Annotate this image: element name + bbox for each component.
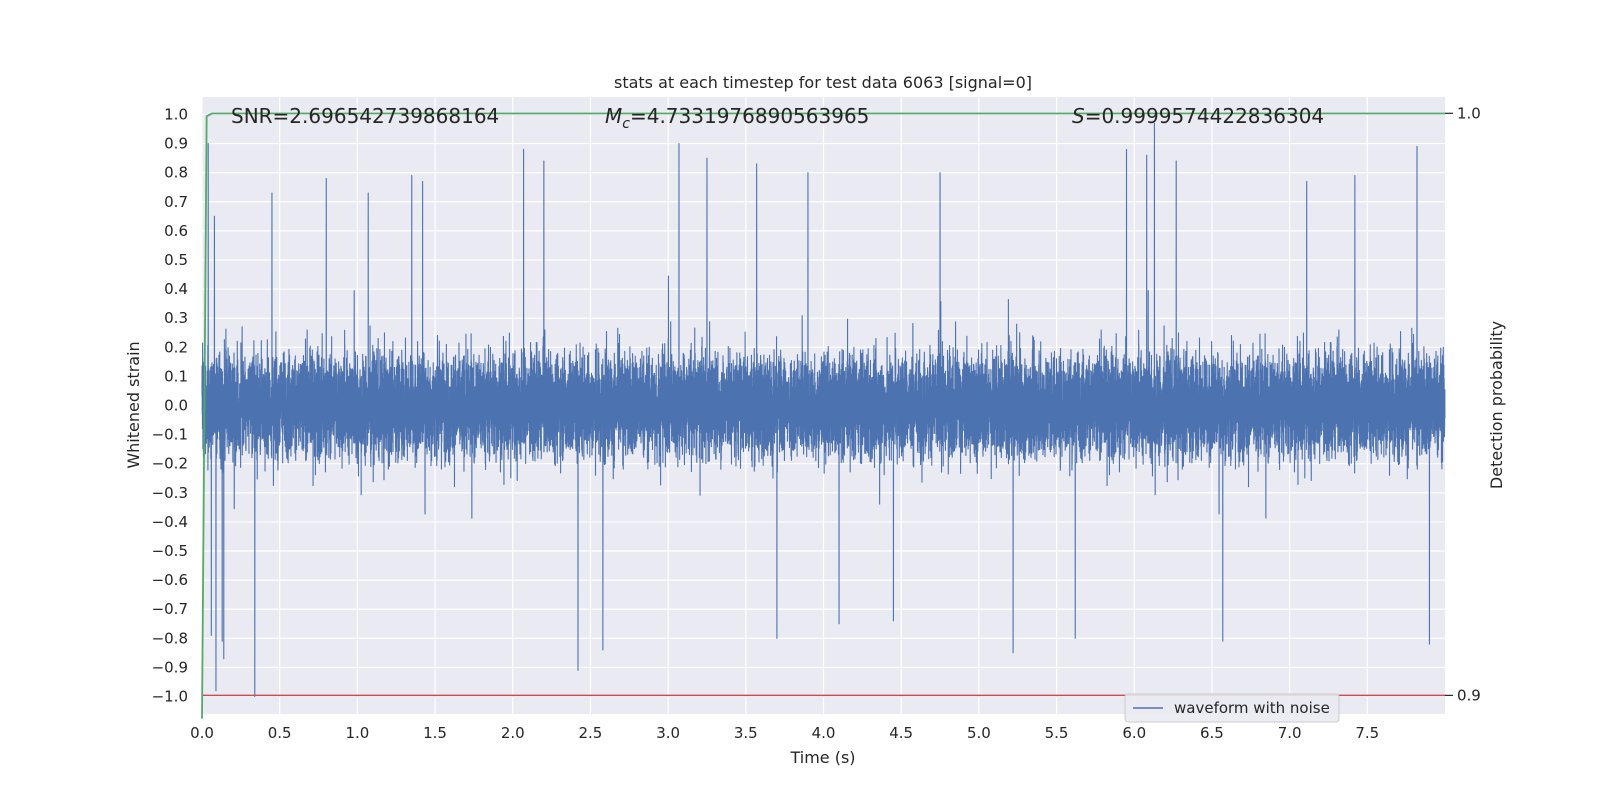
y-tick-label: −0.7 <box>152 600 188 618</box>
y2-tick-label: 0.9 <box>1457 686 1481 704</box>
y-tick-label: 0.3 <box>164 309 188 327</box>
y-tick-label: 1.0 <box>164 105 188 123</box>
x-tick-label: 0.5 <box>268 724 292 742</box>
legend: waveform with noise <box>1124 693 1340 723</box>
y-tick-label: −0.3 <box>152 484 188 502</box>
chart-title: stats at each timestep for test data 606… <box>614 73 1032 92</box>
y-tick-label: 0.2 <box>164 338 188 356</box>
y-tick-label: 0.0 <box>164 397 188 415</box>
x-tick-label: 4.5 <box>889 724 913 742</box>
x-tick-label: 1.5 <box>423 724 447 742</box>
x-tick-label: 6.5 <box>1200 724 1224 742</box>
x-axis: 0.0 0.5 1.0 1.5 2.0 2.5 3.0 3.5 4.0 4.5 5.0 5.5 6.0 6… <box>190 724 1379 742</box>
x-tick-label: 4.0 <box>812 724 836 742</box>
y-tick-label: 0.8 <box>164 164 188 182</box>
x-tick-label: 2.5 <box>579 724 603 742</box>
x-tick-label: 5.5 <box>1045 724 1069 742</box>
chirp-mass-value: =4.7331976890563965 <box>630 104 869 128</box>
legend-waveform-label: waveform with noise <box>1174 699 1330 717</box>
y-tick-label: −0.6 <box>152 571 188 589</box>
x-axis-label: Time (s) <box>789 748 855 767</box>
x-tick-label: 7.5 <box>1355 724 1379 742</box>
x-tick-label: 5.0 <box>967 724 991 742</box>
y-tick-label: 0.9 <box>164 135 188 153</box>
y-tick-label: −0.5 <box>152 542 188 560</box>
detection-stat-symbol: S <box>1072 104 1085 128</box>
waveform-series-line <box>201 122 1446 698</box>
y-tick-label: 0.7 <box>164 193 188 211</box>
x-tick-label: 2.0 <box>501 724 525 742</box>
x-tick-label: 3.0 <box>656 724 680 742</box>
x-tick-label: 7.0 <box>1278 724 1302 742</box>
y-tick-label: −0.8 <box>152 629 188 647</box>
y-tick-label: 0.6 <box>164 222 188 240</box>
y-tick-label: 0.1 <box>164 367 188 385</box>
y-tick-label: −0.4 <box>152 513 188 531</box>
detection-stat-annotation: S=0.9999574422836304 <box>1072 104 1324 128</box>
legend-box <box>1124 693 1340 723</box>
y-axis-label: Whitened strain <box>124 341 143 468</box>
x-tick-label: 1.0 <box>345 724 369 742</box>
y-tick-label: −1.0 <box>152 688 188 706</box>
y-tick-label: −0.2 <box>152 455 188 473</box>
y2-axis: 1.0 0.9 <box>1445 104 1481 704</box>
y-tick-label: −0.9 <box>152 658 188 676</box>
snr-annotation: SNR=2.696542739868164 <box>231 104 499 128</box>
y-tick-label: −0.1 <box>152 426 188 444</box>
chirp-mass-symbol: M <box>605 104 622 128</box>
y2-tick-label: 1.0 <box>1457 104 1481 122</box>
x-tick-label: 0.0 <box>190 724 214 742</box>
y-axis: 1.0 0.9 0.8 0.7 0.6 0.5 0.4 0.3 0.2 0.1 0.0 −0.1 −0.… <box>152 105 188 705</box>
detection-probability-line <box>201 112 1445 719</box>
y-tick-label: 0.5 <box>164 251 188 269</box>
x-tick-label: 3.5 <box>734 724 758 742</box>
x-tick-label: 6.0 <box>1122 724 1146 742</box>
y-tick-label: 0.4 <box>164 280 188 298</box>
chirp-mass-subscript: c <box>622 116 630 132</box>
detection-stat-value: =0.9999574422836304 <box>1085 104 1324 128</box>
chirp-mass-annotation: Mc=4.7331976890563965 <box>605 104 869 132</box>
y2-axis-label: Detection probability <box>1487 321 1506 489</box>
